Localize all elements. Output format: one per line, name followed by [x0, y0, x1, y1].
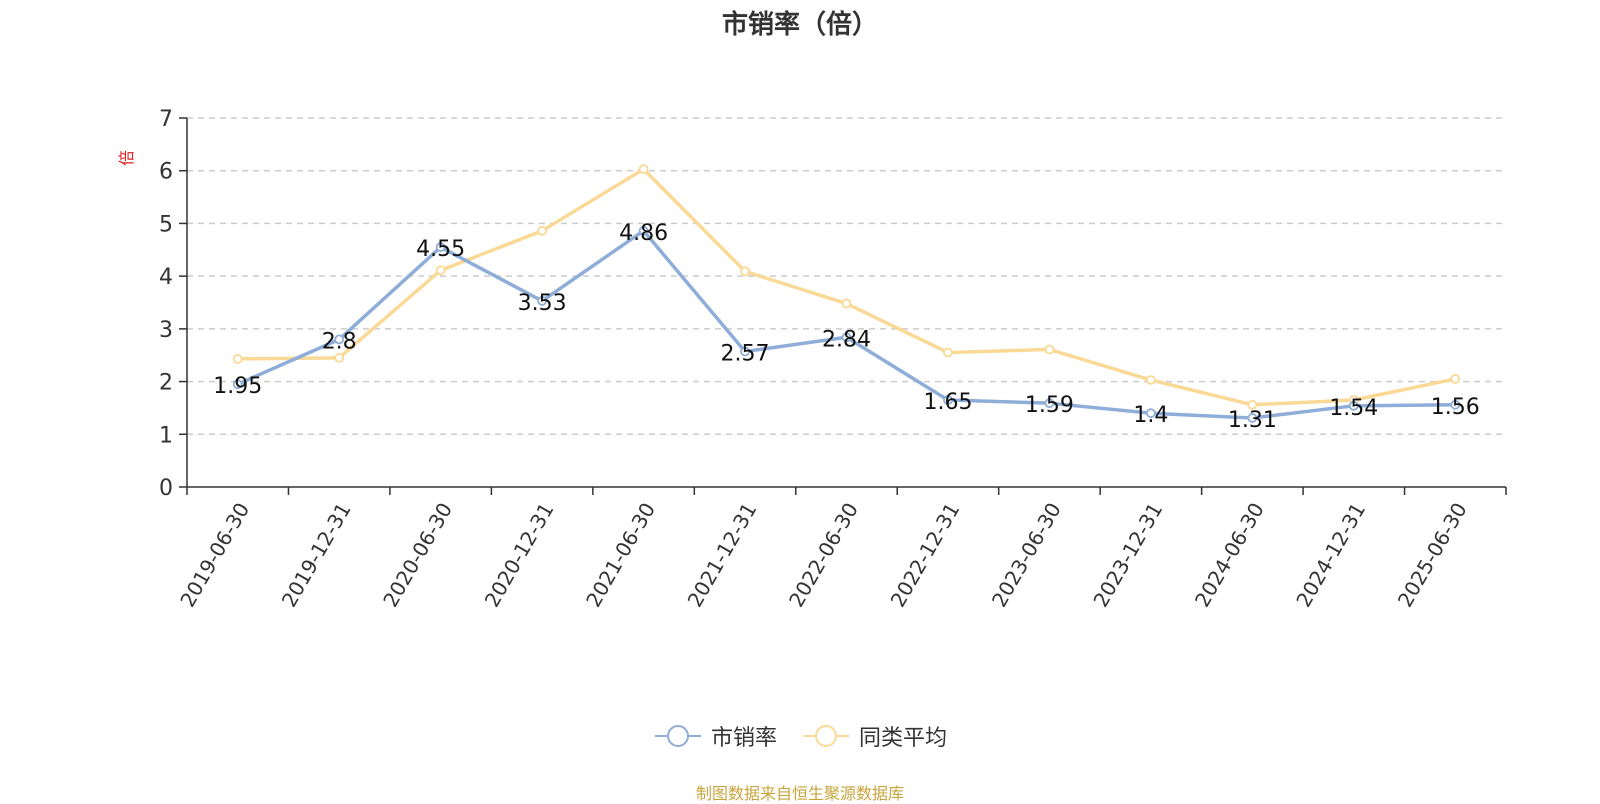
data-label: 2.8: [322, 329, 357, 354]
data-point: [1247, 413, 1258, 423]
data-point: [1247, 399, 1258, 410]
data-label: 2.84: [822, 327, 871, 352]
legend-marker: [803, 725, 849, 747]
data-label: 1.95: [213, 374, 262, 399]
data-point: [638, 164, 649, 175]
data-point: [435, 265, 446, 276]
y-tick-label: 7: [159, 107, 173, 132]
source-note: 制图数据来自恒生聚源数据库: [695, 784, 904, 803]
data-point: [638, 225, 649, 236]
data-label: 3.53: [518, 291, 567, 316]
data-point: [1044, 344, 1055, 355]
data-label: 4.55: [416, 237, 465, 262]
data-point: [740, 346, 750, 357]
x-tick-label: 2023-12-31: [1088, 499, 1167, 612]
y-tick-label: 1: [159, 423, 173, 448]
y-tick-label: 6: [159, 160, 173, 185]
y-tick-label: 5: [159, 212, 173, 237]
legend-item[interactable]: 市销率: [653, 720, 777, 752]
x-tick-label: 2021-06-30: [581, 499, 660, 612]
chart-title: 市销率（倍）: [721, 10, 878, 40]
data-point: [537, 296, 548, 306]
data-label: 1.54: [1329, 396, 1378, 421]
y-tick-label: 2: [159, 371, 173, 396]
x-tick-label: 2019-06-30: [175, 499, 254, 612]
x-tick-label: 2020-12-31: [480, 499, 559, 612]
data-point: [1348, 400, 1359, 411]
data-point: [1044, 398, 1055, 409]
x-tick-label: 2023-06-30: [987, 499, 1066, 612]
legend-marker-circle: [666, 725, 689, 747]
data-point: [334, 352, 345, 363]
data-label: 1.59: [1025, 393, 1074, 418]
x-tick-label: 2024-12-31: [1291, 499, 1370, 612]
x-tick-label: 2022-12-31: [886, 499, 965, 612]
gridlines: [187, 117, 1506, 436]
y-tick-label: 4: [159, 265, 173, 290]
x-tick-label: 2021-12-31: [683, 499, 762, 612]
data-point: [1450, 374, 1461, 384]
x-tick-label: 2020-06-30: [378, 498, 457, 611]
series-line: [237, 167, 1456, 407]
axes: 0 1 2 3 4 5 6 7 2019-06-30 2019-12-31 2020-06-30 20…: [159, 107, 1507, 612]
data-point: [841, 298, 852, 309]
data-point: [232, 354, 243, 364]
y-axis-label: 倍: [117, 150, 136, 166]
data-point: [232, 379, 243, 390]
legend-label: 同类平均: [859, 726, 948, 751]
legend-label: 市销率: [710, 726, 777, 751]
data-label: 1.4: [1133, 403, 1168, 428]
data-point: [537, 225, 548, 236]
data-point: [1145, 375, 1156, 385]
x-tick-label: 2019-12-31: [277, 499, 356, 612]
y-tick-label: 3: [159, 318, 173, 343]
data-labels: 1.95 2.8 4.55 3.53 4.86 2.57 2.84 1.65 1.59 1.4 1.…: [213, 221, 1480, 433]
data-point: [943, 395, 953, 405]
data-label: 1.65: [923, 390, 972, 415]
series: [232, 164, 1461, 423]
data-point: [334, 334, 345, 345]
data-point: [740, 266, 750, 277]
data-label: 1.31: [1228, 408, 1277, 433]
y-tick-label: 0: [159, 476, 173, 501]
legend-marker-circle: [815, 725, 837, 747]
x-tick-label: 2025-06-30: [1393, 499, 1472, 612]
legend-marker: [654, 725, 701, 747]
data-point: [1450, 399, 1461, 410]
data-point: [943, 347, 953, 358]
line-chart: 0 1 2 3 4 5 6 7 2019-06-30 2019-12-31 2020-06-30 20…: [117, 107, 1507, 612]
data-label: 4.86: [619, 221, 668, 246]
data-label: 2.57: [721, 342, 770, 367]
x-tick-label: 2022-06-30: [784, 499, 863, 612]
x-tick-label: 2024-06-30: [1190, 499, 1269, 612]
data-point: [1145, 408, 1156, 419]
legend-item[interactable]: 同类平均: [801, 720, 947, 752]
legend: 市销率 同类平均: [0, 720, 1600, 752]
data-point: [841, 332, 852, 343]
data-label: 1.56: [1431, 395, 1480, 420]
data-point: [435, 242, 446, 253]
